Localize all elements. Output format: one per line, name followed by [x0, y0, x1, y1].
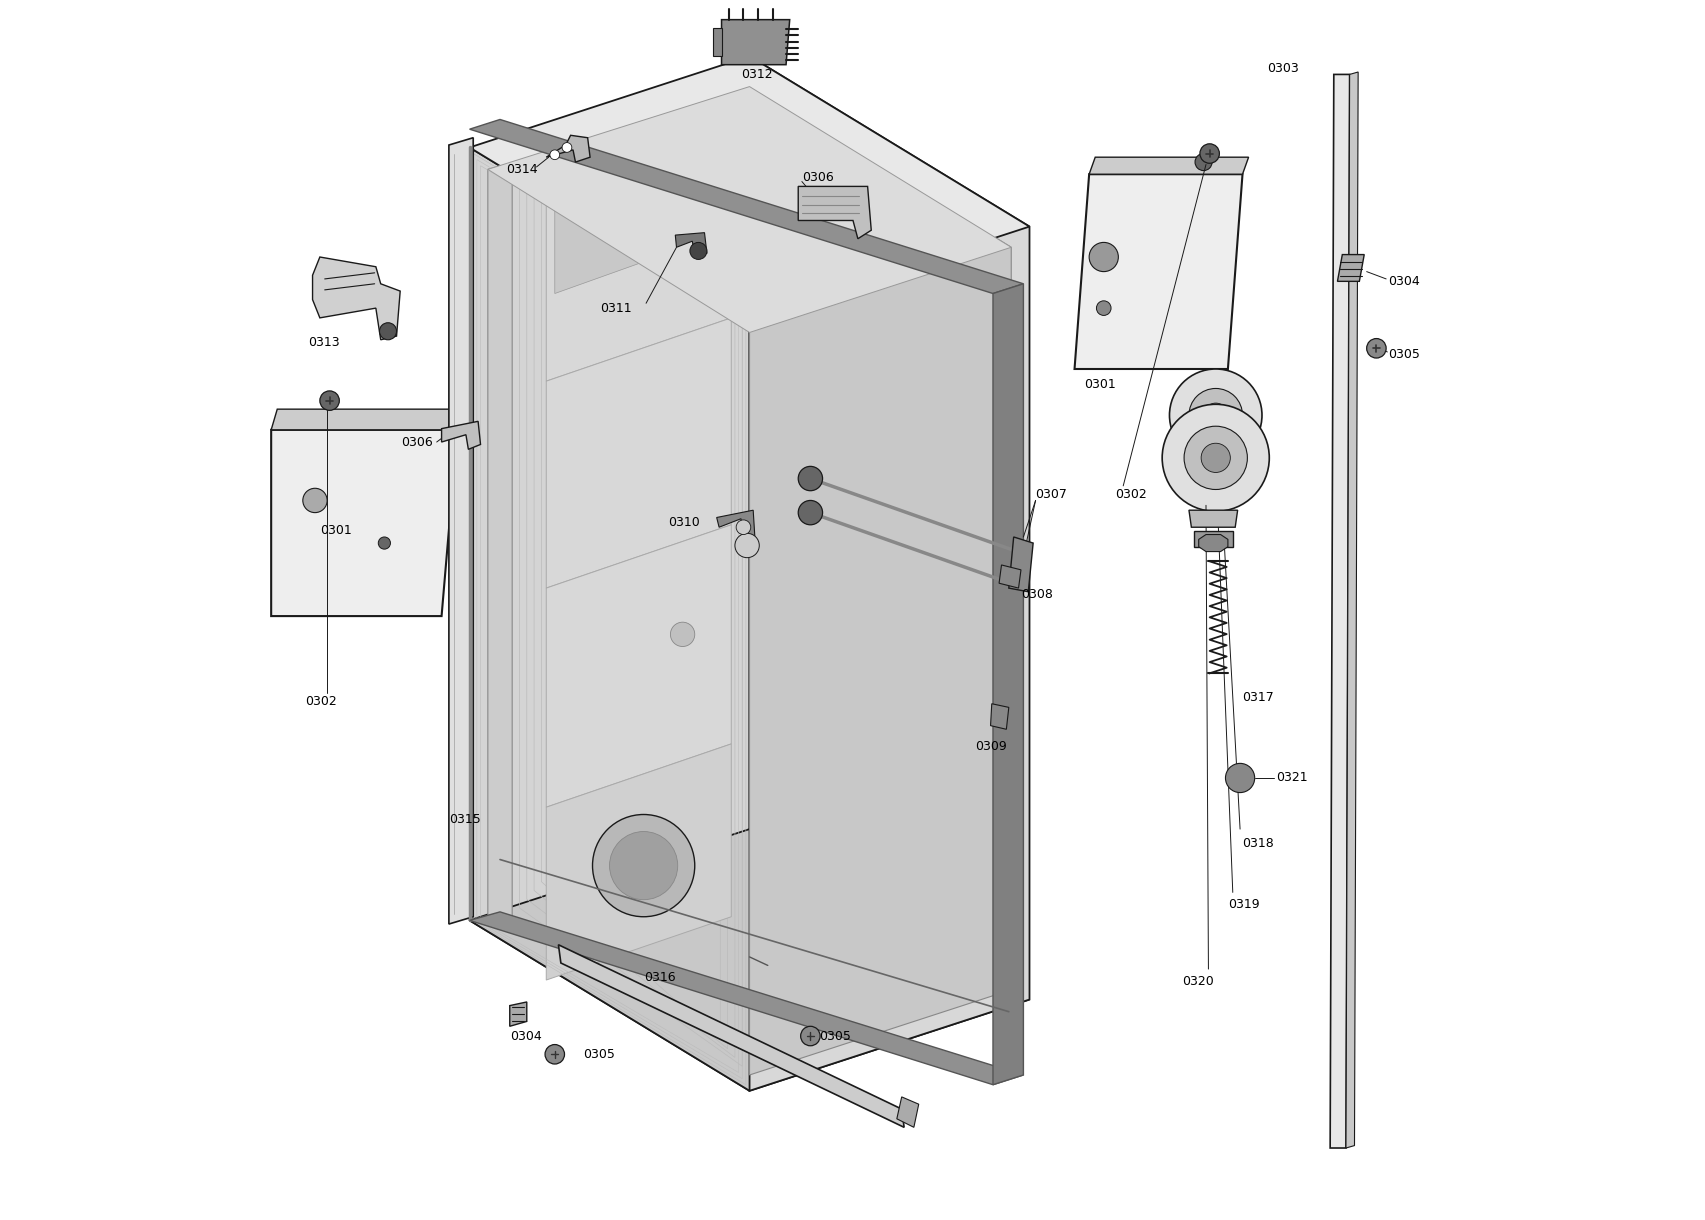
Circle shape	[609, 832, 677, 899]
Polygon shape	[1088, 157, 1248, 174]
Circle shape	[1202, 403, 1228, 427]
Text: 0303: 0303	[1267, 62, 1298, 74]
Circle shape	[1183, 426, 1246, 489]
Circle shape	[1188, 388, 1241, 442]
Polygon shape	[271, 429, 457, 616]
Polygon shape	[748, 87, 1011, 1075]
Polygon shape	[546, 525, 731, 808]
Circle shape	[592, 815, 694, 916]
Polygon shape	[1337, 255, 1364, 282]
Circle shape	[1366, 339, 1386, 357]
Circle shape	[670, 622, 694, 647]
Text: 0318: 0318	[1241, 837, 1274, 850]
Polygon shape	[546, 133, 731, 381]
Polygon shape	[1194, 531, 1233, 547]
Circle shape	[798, 500, 822, 525]
Text: 0313: 0313	[307, 336, 339, 349]
Polygon shape	[469, 830, 1028, 1091]
Polygon shape	[999, 565, 1020, 588]
Text: 0314: 0314	[506, 162, 537, 176]
Polygon shape	[469, 911, 1023, 1085]
Text: 0319: 0319	[1228, 898, 1258, 911]
Polygon shape	[554, 142, 725, 294]
Text: 0305: 0305	[818, 1030, 851, 1043]
Text: 0315: 0315	[448, 813, 481, 826]
Polygon shape	[675, 233, 706, 257]
Circle shape	[1200, 443, 1229, 472]
Text: 0310: 0310	[668, 516, 699, 528]
Text: 0309: 0309	[974, 739, 1006, 753]
Text: 0304: 0304	[1388, 274, 1420, 288]
Circle shape	[1194, 154, 1211, 171]
Polygon shape	[721, 20, 789, 65]
Polygon shape	[512, 87, 748, 1075]
Polygon shape	[992, 284, 1023, 1085]
Polygon shape	[546, 744, 731, 980]
Circle shape	[737, 520, 750, 534]
Circle shape	[798, 466, 822, 490]
Polygon shape	[469, 148, 748, 1091]
Circle shape	[379, 323, 396, 340]
Polygon shape	[1330, 74, 1349, 1148]
Polygon shape	[1008, 537, 1033, 592]
Polygon shape	[488, 162, 511, 924]
Text: 0308: 0308	[1020, 588, 1052, 600]
Text: 0312: 0312	[740, 68, 772, 81]
Text: 0317: 0317	[1241, 692, 1274, 704]
Text: 0301: 0301	[319, 525, 351, 537]
Circle shape	[689, 243, 706, 260]
Text: 0305: 0305	[1388, 348, 1420, 361]
Text: 0302: 0302	[1113, 488, 1146, 501]
Polygon shape	[1199, 534, 1228, 551]
Circle shape	[379, 537, 390, 549]
Polygon shape	[558, 944, 904, 1127]
Circle shape	[1170, 368, 1262, 461]
Polygon shape	[442, 421, 481, 449]
Polygon shape	[748, 56, 1028, 1091]
Polygon shape	[510, 1002, 527, 1026]
Polygon shape	[798, 187, 871, 239]
Text: 0311: 0311	[600, 301, 631, 315]
Text: 0301: 0301	[1084, 378, 1115, 392]
Polygon shape	[546, 318, 731, 588]
Polygon shape	[1188, 510, 1236, 527]
Polygon shape	[312, 257, 401, 340]
Text: 0321: 0321	[1275, 771, 1308, 784]
Polygon shape	[448, 138, 472, 924]
Circle shape	[1096, 301, 1110, 316]
Polygon shape	[488, 87, 1011, 333]
Text: 0304: 0304	[510, 1030, 540, 1043]
Circle shape	[544, 1044, 564, 1064]
Circle shape	[319, 390, 339, 410]
Circle shape	[1161, 404, 1269, 511]
Circle shape	[1199, 144, 1219, 163]
Polygon shape	[897, 1097, 919, 1127]
Text: 0307: 0307	[1035, 488, 1067, 501]
Polygon shape	[716, 510, 755, 555]
Text: 0320: 0320	[1182, 975, 1212, 988]
Circle shape	[561, 143, 571, 152]
Circle shape	[1088, 243, 1118, 272]
Circle shape	[800, 1026, 820, 1046]
Polygon shape	[1345, 72, 1357, 1148]
Circle shape	[735, 533, 759, 558]
Polygon shape	[469, 120, 1023, 294]
Polygon shape	[991, 704, 1008, 730]
Text: 0316: 0316	[643, 971, 675, 985]
Polygon shape	[1074, 174, 1241, 368]
Text: 0306: 0306	[401, 436, 433, 449]
Polygon shape	[546, 135, 590, 162]
Text: 0305: 0305	[583, 1048, 614, 1060]
Text: 0302: 0302	[305, 695, 338, 708]
Circle shape	[303, 488, 327, 512]
Polygon shape	[271, 409, 464, 429]
Circle shape	[549, 150, 559, 160]
Polygon shape	[713, 28, 721, 56]
Text: 0306: 0306	[801, 171, 834, 184]
Circle shape	[1224, 764, 1253, 793]
Polygon shape	[469, 56, 1028, 318]
